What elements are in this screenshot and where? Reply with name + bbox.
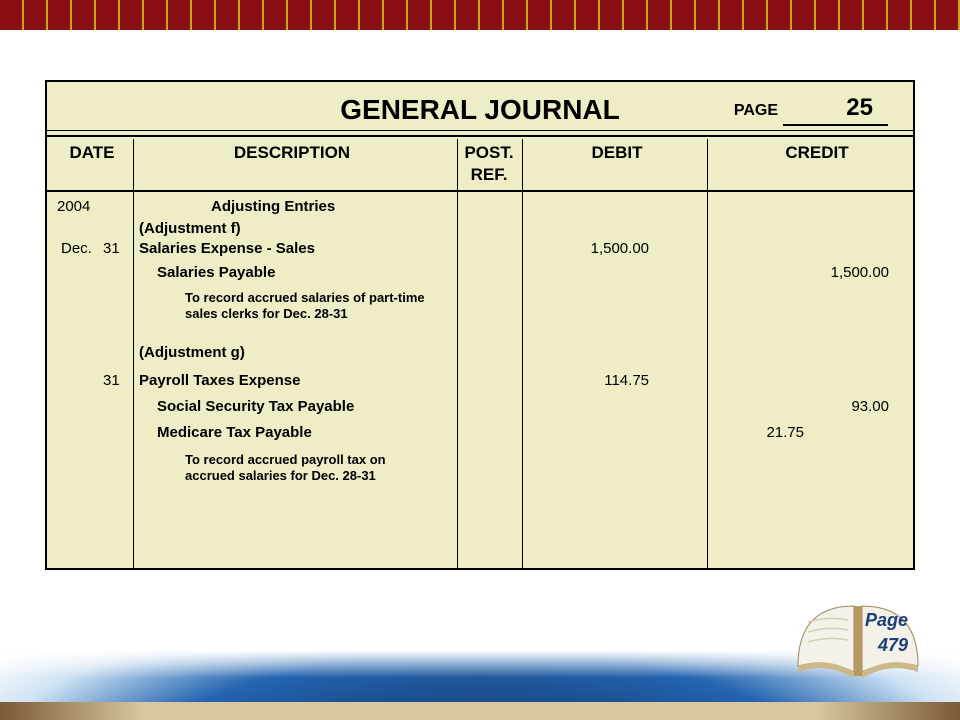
top-accent-strip bbox=[0, 0, 960, 30]
entry-day: 31 bbox=[103, 372, 127, 389]
entry-description: (Adjustment g) bbox=[139, 344, 469, 361]
entry-note: To record accrued salaries of part-time … bbox=[139, 290, 439, 330]
entry-year: 2004 bbox=[57, 198, 107, 215]
col-description: DESCRIPTION bbox=[167, 143, 417, 163]
entry-description: Salaries Payable bbox=[139, 264, 469, 281]
page-number-underline bbox=[783, 124, 888, 126]
entry-note: To record accrued payroll tax on accrued… bbox=[139, 452, 439, 492]
journal-row: To record accrued payroll tax on accrued… bbox=[47, 452, 913, 492]
journal-row: To record accrued salaries of part-time … bbox=[47, 290, 913, 330]
entry-credit: 21.75 bbox=[642, 424, 812, 441]
journal-page-label: PAGE bbox=[734, 102, 778, 120]
entry-credit: 93.00 bbox=[727, 398, 897, 415]
page-ref-number: 479 bbox=[878, 635, 908, 655]
col-date: DATE bbox=[57, 143, 127, 163]
entry-description: Payroll Taxes Expense bbox=[139, 372, 469, 389]
entry-description: Adjusting Entries bbox=[139, 198, 469, 215]
journal-row: 2004 Adjusting Entries bbox=[47, 198, 913, 222]
entry-description: Social Security Tax Payable bbox=[139, 398, 469, 415]
journal-row: Social Security Tax Payable 93.00 bbox=[47, 398, 913, 422]
entry-debit: 1,500.00 bbox=[512, 240, 657, 257]
journal-title-row: GENERAL JOURNAL PAGE 25 bbox=[47, 82, 913, 137]
journal-row: Medicare Tax Payable 21.75 bbox=[47, 424, 913, 448]
journal-row: (Adjustment g) bbox=[47, 344, 913, 368]
journal-row: Dec.31 Salaries Expense - Sales 1,500.00 bbox=[47, 240, 913, 264]
page-reference-text: Page 479 bbox=[865, 608, 908, 658]
entry-month: Dec. bbox=[61, 240, 101, 257]
journal-row: 31 Payroll Taxes Expense 114.75 bbox=[47, 372, 913, 396]
entry-day: 31 bbox=[103, 240, 127, 257]
journal-title: GENERAL JOURNAL bbox=[47, 94, 913, 126]
entry-credit: 1,500.00 bbox=[727, 264, 897, 281]
col-postref-1: POST. bbox=[459, 143, 519, 163]
entry-description: Medicare Tax Payable bbox=[139, 424, 469, 441]
page-reference-book: Page 479 bbox=[788, 588, 928, 684]
entry-description: Salaries Expense - Sales bbox=[139, 240, 469, 257]
journal-page-number: 25 bbox=[846, 94, 873, 122]
column-header-row: DATE DESCRIPTION POST. REF. DEBIT CREDIT bbox=[47, 137, 913, 192]
col-credit: CREDIT bbox=[747, 143, 887, 163]
col-debit: DEBIT bbox=[547, 143, 687, 163]
title-double-rule bbox=[47, 130, 913, 131]
entry-description: (Adjustment f) bbox=[139, 220, 469, 237]
journal-row: Salaries Payable 1,500.00 bbox=[47, 264, 913, 288]
col-postref-2: REF. bbox=[459, 165, 519, 185]
entry-debit: 114.75 bbox=[512, 372, 657, 389]
page-ref-label: Page bbox=[865, 610, 908, 630]
footer-gold-bar bbox=[0, 702, 960, 720]
general-journal-ledger: GENERAL JOURNAL PAGE 25 DATE DESCRIPTION… bbox=[45, 80, 915, 570]
journal-body: 2004Adjusting Entries(Adjustment f)Dec.3… bbox=[47, 194, 913, 568]
